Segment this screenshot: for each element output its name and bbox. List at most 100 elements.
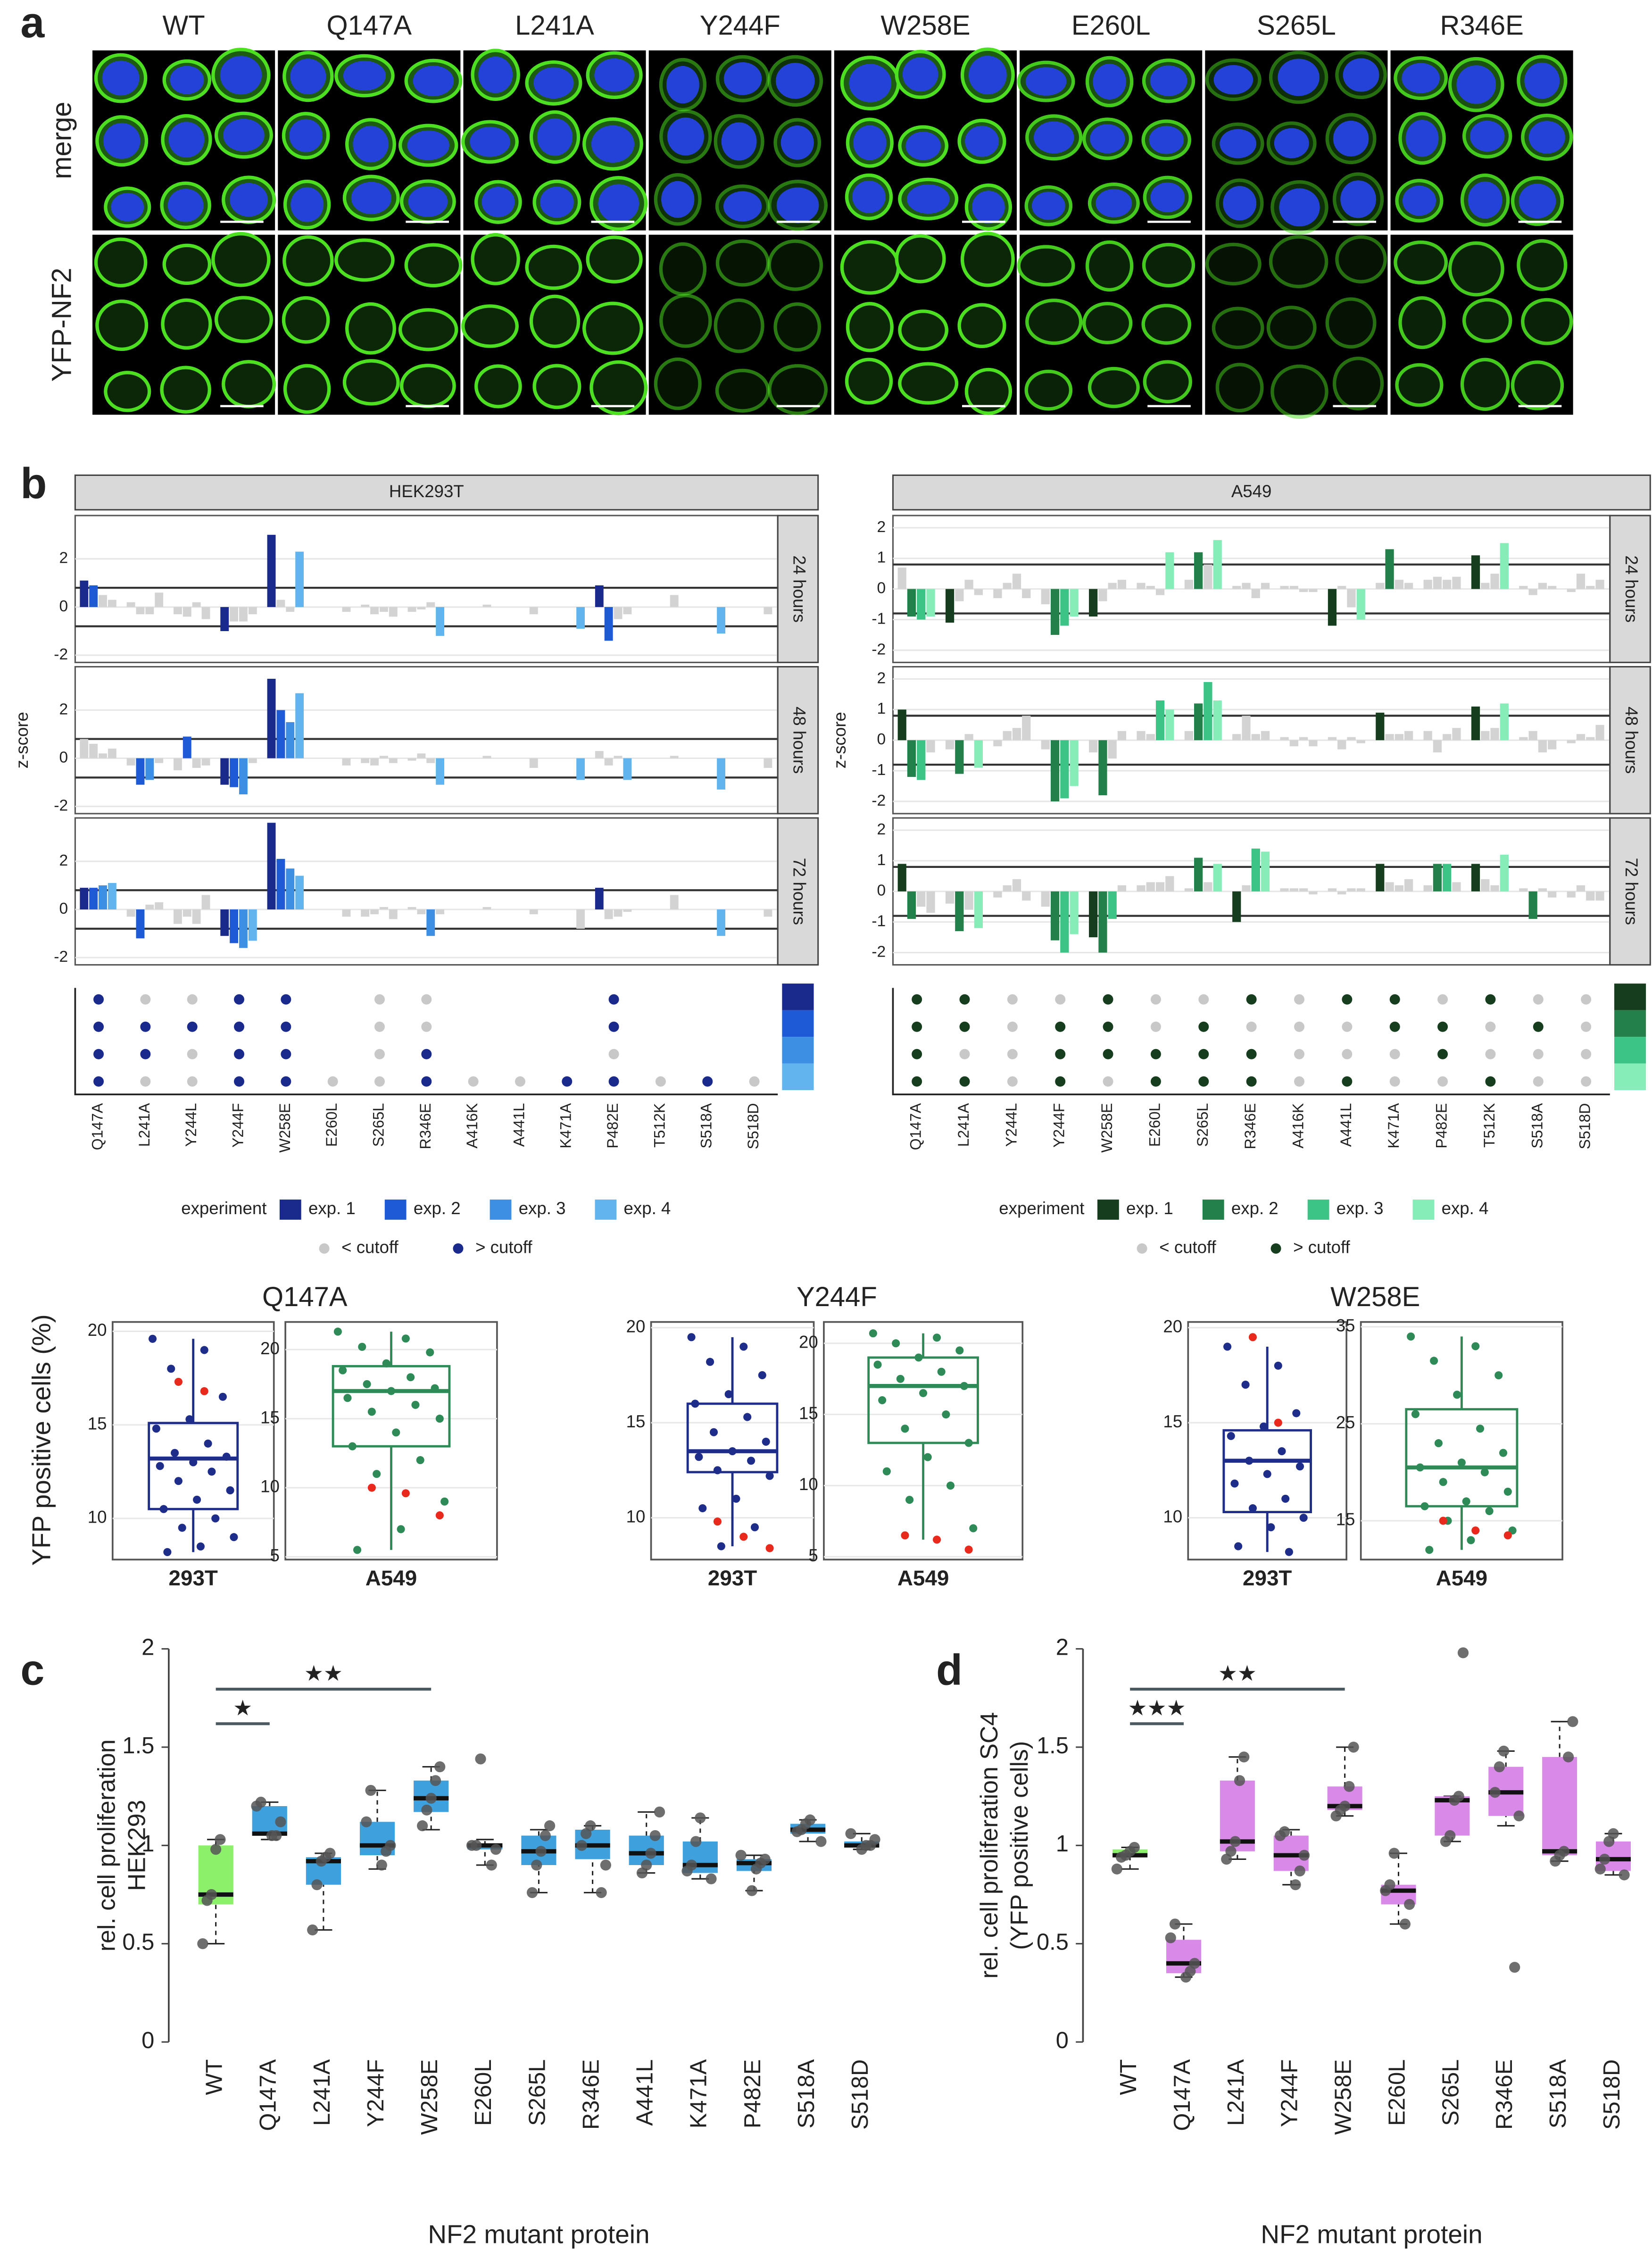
point: [969, 1524, 978, 1533]
point: [1298, 1850, 1310, 1861]
bar: [361, 909, 370, 917]
bar: [1165, 552, 1174, 589]
bar: [974, 891, 983, 928]
nucleus: [852, 180, 886, 213]
cell-outline: [1205, 242, 1262, 286]
bar: [417, 607, 426, 610]
point: [1599, 1853, 1610, 1865]
point: [440, 1497, 449, 1506]
legend-label: exp. 2: [1231, 1199, 1278, 1218]
bar: [1299, 589, 1308, 592]
bar: [1060, 589, 1069, 626]
bar: [192, 602, 201, 607]
bar: [1108, 891, 1117, 919]
nucleus: [533, 67, 574, 99]
bar: [955, 891, 964, 932]
bar: [764, 758, 772, 768]
cell-outline: [1085, 240, 1134, 292]
nucleus: [723, 62, 762, 95]
point: [732, 1494, 740, 1503]
y-tick-label: 20: [626, 1316, 646, 1336]
point: [1453, 1391, 1461, 1399]
cell-outline: [1517, 239, 1568, 291]
bar: [89, 743, 98, 758]
bar: [342, 909, 351, 917]
point-highlighted: [1503, 1531, 1512, 1540]
cutoff-dot: [1103, 1049, 1113, 1059]
bar: [1328, 888, 1337, 892]
bar: [717, 758, 725, 790]
nucleus: [230, 183, 268, 217]
bar: [1012, 574, 1021, 589]
bar: [1443, 734, 1452, 741]
bar: [1423, 885, 1432, 892]
point: [407, 1373, 415, 1382]
cutoff-dot: [912, 1021, 922, 1032]
x-tick-label: Q147A: [1170, 2059, 1195, 2131]
nucleus: [775, 63, 815, 99]
cell-outline: [1332, 357, 1384, 411]
bar: [1471, 555, 1480, 589]
point: [691, 1400, 699, 1408]
point: [206, 1889, 217, 1900]
cutoff-dot: [749, 1076, 760, 1087]
point: [743, 1413, 752, 1421]
column-label: L241A: [515, 10, 594, 41]
x-tick-label: R346E: [1242, 1103, 1259, 1150]
legend-swatch: [279, 1200, 301, 1220]
bar: [1309, 589, 1318, 592]
box: [1405, 1408, 1519, 1508]
bar: [239, 758, 248, 795]
point: [1420, 1502, 1429, 1510]
x-tick-label: W258E: [1331, 2059, 1356, 2135]
cell-outline: [898, 362, 959, 405]
point: [942, 1410, 950, 1419]
panel-label: c: [20, 1646, 44, 1694]
bar: [1452, 882, 1461, 892]
cutoff-dot: [1246, 1076, 1257, 1087]
x-tick-label: E260L: [323, 1103, 340, 1147]
bar: [529, 607, 538, 615]
point: [185, 1415, 194, 1424]
bar: [964, 734, 973, 741]
bar: [917, 740, 926, 780]
point: [1407, 1332, 1415, 1341]
cutoff-dot: [1103, 994, 1113, 1005]
cutoff-dot: [959, 1021, 970, 1032]
bar: [717, 909, 725, 936]
bar: [370, 909, 379, 915]
cell-outline: [1143, 360, 1192, 404]
bar: [183, 607, 191, 617]
y-tick-label: -1: [872, 610, 886, 627]
nucleus: [972, 191, 1005, 224]
point: [1439, 1478, 1447, 1486]
cell-outline: [474, 364, 522, 408]
bar: [1050, 891, 1060, 941]
point: [385, 1840, 396, 1851]
bar: [173, 909, 182, 924]
point: [645, 1848, 656, 1859]
bar: [1347, 888, 1356, 892]
cell-outline: [715, 239, 770, 287]
point: [382, 1359, 390, 1368]
point: [426, 1348, 434, 1357]
bar: [1347, 589, 1356, 608]
cutoff-dot: [234, 1021, 245, 1032]
point: [724, 1390, 733, 1399]
bar: [1538, 583, 1547, 589]
point: [208, 1467, 216, 1476]
point: [1225, 1846, 1237, 1857]
nucleus: [968, 55, 1007, 95]
panel-title: Y244F: [797, 1282, 877, 1312]
x-tick-label: K471A: [1385, 1103, 1402, 1149]
bar: [1165, 709, 1174, 741]
x-tick-label: S518D: [1599, 2059, 1625, 2130]
legend-label: exp. 2: [414, 1199, 461, 1218]
bar: [295, 875, 304, 910]
x-tick-label: A441L: [632, 2059, 658, 2126]
point: [367, 1408, 376, 1416]
point: [654, 1806, 665, 1818]
cutoff-dot: [140, 1049, 151, 1059]
bar: [80, 888, 89, 910]
bar: [1003, 583, 1012, 589]
